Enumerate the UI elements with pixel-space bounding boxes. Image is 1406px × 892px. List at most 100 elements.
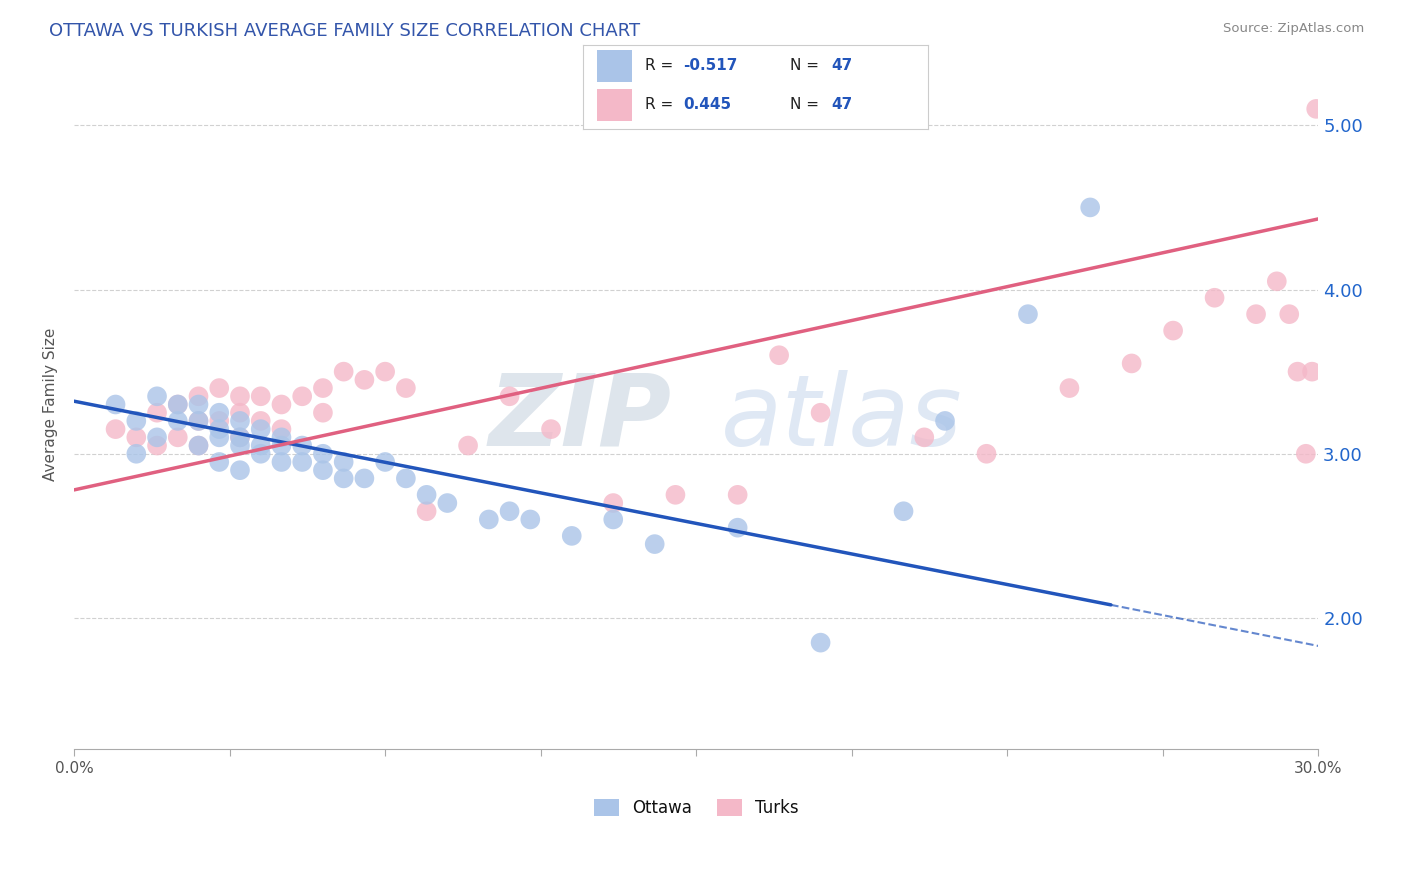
Point (353, 471, 375, 485)
Point (270, 397, 292, 411)
Point (208, 455, 231, 469)
Point (312, 447, 335, 461)
Point (519, 512, 541, 526)
Point (166, 397, 188, 411)
Point (187, 414, 209, 428)
Point (208, 414, 231, 428)
Text: R =: R = (645, 58, 679, 73)
Point (312, 381, 335, 395)
Point (187, 389, 209, 403)
Point (457, 439, 479, 453)
Point (1078, 201, 1101, 215)
Y-axis label: Average Family Size: Average Family Size (44, 327, 58, 481)
Point (208, 406, 231, 420)
Point (291, 455, 314, 469)
Point (1244, 307, 1267, 321)
Point (727, 488, 749, 502)
Point (146, 406, 169, 420)
Point (1121, 356, 1143, 370)
Point (374, 455, 396, 469)
Point (146, 389, 169, 403)
Point (436, 496, 458, 510)
Point (187, 439, 209, 453)
Point (332, 455, 354, 469)
Point (229, 439, 252, 453)
Point (249, 422, 271, 436)
Point (768, 348, 790, 362)
Point (166, 430, 188, 444)
Bar (598, 88, 631, 120)
Point (249, 414, 271, 428)
Point (104, 397, 127, 411)
Point (415, 504, 437, 518)
Text: N =: N = (790, 97, 824, 112)
Point (1265, 274, 1288, 288)
Point (270, 430, 292, 444)
Point (1301, 365, 1323, 379)
Point (125, 430, 148, 444)
Point (1278, 307, 1301, 321)
Text: 47: 47 (831, 58, 853, 73)
Point (291, 439, 314, 453)
Text: 47: 47 (831, 97, 853, 112)
Point (1286, 365, 1309, 379)
Point (166, 414, 188, 428)
Point (270, 439, 292, 453)
Point (602, 496, 624, 510)
Point (270, 422, 292, 436)
Point (229, 414, 252, 428)
Point (1059, 381, 1081, 395)
Point (208, 422, 231, 436)
Text: Source: ZipAtlas.com: Source: ZipAtlas.com (1223, 22, 1364, 36)
Point (1017, 307, 1039, 321)
Point (1161, 324, 1184, 338)
Point (976, 447, 998, 461)
Point (478, 512, 501, 526)
Point (104, 422, 127, 436)
Point (146, 439, 169, 453)
Point (561, 529, 583, 543)
Point (912, 430, 935, 444)
Point (644, 537, 666, 551)
Text: R =: R = (645, 97, 679, 112)
Point (146, 430, 169, 444)
Point (602, 512, 624, 526)
Point (664, 488, 686, 502)
Bar (598, 50, 631, 82)
Point (187, 414, 209, 428)
Text: -0.517: -0.517 (683, 58, 738, 73)
Point (353, 373, 375, 387)
Point (415, 488, 437, 502)
Point (395, 381, 418, 395)
Point (332, 471, 354, 485)
Point (187, 439, 209, 453)
Point (187, 397, 209, 411)
Point (166, 397, 188, 411)
Point (332, 365, 354, 379)
Point (1204, 291, 1226, 305)
Point (810, 406, 832, 420)
Point (727, 521, 749, 535)
Point (229, 463, 252, 477)
Point (498, 504, 520, 518)
Point (540, 422, 562, 436)
Point (374, 365, 396, 379)
Text: OTTAWA VS TURKISH AVERAGE FAMILY SIZE CORRELATION CHART: OTTAWA VS TURKISH AVERAGE FAMILY SIZE CO… (49, 22, 640, 40)
Text: N =: N = (790, 58, 824, 73)
Point (312, 406, 335, 420)
Point (893, 504, 915, 518)
Point (249, 439, 271, 453)
Point (208, 381, 231, 395)
Point (229, 430, 252, 444)
Point (125, 447, 148, 461)
Point (1305, 102, 1327, 116)
Point (312, 463, 335, 477)
Point (395, 471, 418, 485)
Point (810, 635, 832, 649)
Point (208, 430, 231, 444)
Point (229, 406, 252, 420)
Point (249, 389, 271, 403)
Legend: Ottawa, Turks: Ottawa, Turks (586, 792, 806, 824)
Point (934, 414, 956, 428)
Point (125, 414, 148, 428)
